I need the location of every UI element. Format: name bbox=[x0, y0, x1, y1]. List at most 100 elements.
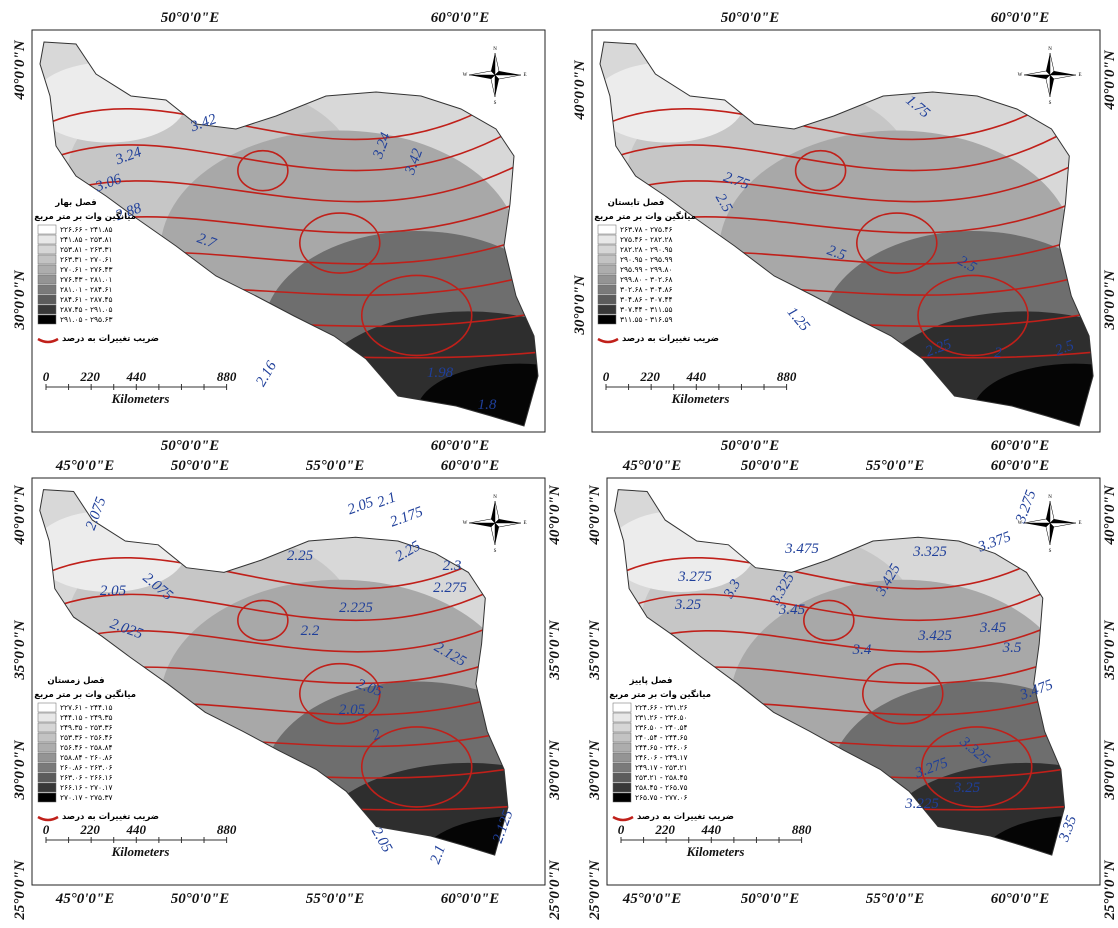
compass-star-light bbox=[1023, 500, 1077, 546]
legend-swatch bbox=[37, 732, 57, 743]
scale-unit: Kilometers bbox=[671, 391, 730, 406]
isoline-legend-label: ضریب تغییرات به درصد bbox=[62, 334, 159, 344]
legend-title: میانگین وات بر متر مربع bbox=[609, 689, 711, 700]
legend-label: ۲۹۰.۹۵ - ۲۹۵.۹۹ bbox=[620, 255, 673, 264]
graticule-label: 40°0'0"N bbox=[1102, 484, 1118, 545]
scale-tick-label: 440 bbox=[686, 369, 707, 384]
legend-label: ۲۶۳.۷۸ - ۲۷۵.۴۶ bbox=[620, 225, 673, 234]
contour-label: 2.3 bbox=[443, 558, 462, 574]
legend-swatch bbox=[597, 254, 617, 265]
graticule-label: 35°0'0"N bbox=[12, 619, 28, 680]
graticule-label: 45°0'0"E bbox=[55, 458, 115, 474]
contour-label: 3.425 bbox=[917, 628, 952, 644]
legend-label: ۲۶۵.۷۵ - ۲۷۷.۰۶ bbox=[635, 793, 688, 802]
graticule-label: 60°0'0"E bbox=[441, 891, 500, 907]
compass-letter: E bbox=[523, 73, 526, 78]
compass-letter: S bbox=[494, 549, 497, 554]
graticule-label: 40°0'0"N bbox=[572, 59, 588, 120]
isoline bbox=[600, 69, 1094, 141]
legend-label: ۲۴۴.۶۵ - ۲۴۶.۰۶ bbox=[635, 743, 688, 752]
contour-label: 3.475 bbox=[784, 541, 819, 557]
contour-label: 2.1 bbox=[428, 843, 449, 866]
legend-label: ۲۲۷.۶۱ - ۲۴۴.۱۵ bbox=[60, 703, 113, 712]
scale-tick-label: 220 bbox=[79, 822, 100, 837]
season-title: فصل تابستان bbox=[608, 198, 665, 208]
graticule-label: 55°0'0"E bbox=[866, 891, 925, 907]
graticule-label: 50°0'0"E bbox=[161, 438, 220, 454]
legend-swatch bbox=[37, 294, 57, 305]
season-title: فصل زمستان bbox=[47, 676, 104, 686]
legend-swatch bbox=[597, 234, 617, 245]
compass-letter: S bbox=[494, 101, 497, 106]
legend-swatch bbox=[612, 762, 632, 773]
graticule-label: 50°0'0"E bbox=[171, 891, 230, 907]
scale-tick-label: 440 bbox=[126, 822, 147, 837]
scale-tick-label: 0 bbox=[618, 822, 625, 837]
legend-label: ۲۴۶.۰۶ - ۲۴۹.۱۷ bbox=[635, 753, 688, 762]
legend-label: ۲۳۱.۲۶ - ۲۳۶.۵۰ bbox=[635, 713, 688, 722]
legend-label: ۲۷۰.۱۷ - ۲۷۵.۳۷ bbox=[60, 793, 113, 802]
graticule-label: 40°0'0"N bbox=[547, 484, 563, 545]
legend-swatch bbox=[597, 244, 617, 255]
country-outline bbox=[39, 489, 509, 856]
legend-label: ۳۱۱.۵۵ - ۳۱۶.۵۹ bbox=[620, 315, 673, 324]
compass-letter: N bbox=[493, 47, 497, 52]
legend-swatch bbox=[37, 254, 57, 265]
legend-swatch bbox=[612, 712, 632, 723]
isoline-legend-label: ضریب تغییرات به درصد bbox=[62, 812, 159, 822]
graticule-label: 45°0'0"E bbox=[622, 458, 682, 474]
legend-label: ۲۴۱.۸۵ - ۲۵۳.۸۱ bbox=[60, 235, 113, 244]
graticule-label: 25°0'0"N bbox=[12, 859, 28, 920]
isoline bbox=[298, 662, 381, 725]
compass-letter: S bbox=[1049, 101, 1052, 106]
isoline bbox=[40, 149, 538, 204]
legend-swatch bbox=[597, 294, 617, 305]
contour-label: 3.25 bbox=[674, 597, 702, 613]
scale-unit: Kilometers bbox=[111, 391, 170, 406]
compass: N E S W bbox=[463, 495, 527, 554]
raster-zone bbox=[973, 363, 1094, 426]
contour-label: 3.25 bbox=[953, 780, 981, 796]
contour-label: 2.225 bbox=[339, 600, 373, 616]
graticule-label: 55°0'0"E bbox=[866, 458, 925, 474]
graticule-label: 60°0'0"E bbox=[431, 438, 490, 454]
legend-swatch bbox=[612, 722, 632, 733]
graticule-label: 40°0'0"N bbox=[1102, 49, 1118, 110]
scale-tick-label: 440 bbox=[701, 822, 722, 837]
isoline-legend-symbol bbox=[612, 815, 634, 822]
graticule-label: 25°0'0"N bbox=[547, 859, 563, 920]
graticule-label: 30°0'0"N bbox=[1102, 739, 1118, 800]
legend-label: ۲۵۸.۸۴ - ۲۶۰.۸۶ bbox=[60, 753, 113, 762]
isoline bbox=[600, 149, 1094, 204]
legend-swatch bbox=[37, 792, 57, 803]
isoline bbox=[360, 274, 473, 357]
legend-swatch bbox=[37, 712, 57, 723]
graticule-label: 55°0'0"E bbox=[306, 458, 365, 474]
legend-label: ۲۴۴.۱۵ - ۲۴۹.۳۵ bbox=[60, 713, 113, 722]
legend-title: میانگین وات بر متر مربع bbox=[34, 689, 136, 700]
legend-swatch bbox=[37, 234, 57, 245]
legend-label: ۳۰۷.۴۴ - ۳۱۱.۵۵ bbox=[620, 305, 673, 314]
isoline-legend-symbol bbox=[37, 815, 59, 822]
graticule-label: 25°0'0"N bbox=[1102, 859, 1118, 920]
contour-label: 2.5 bbox=[1053, 337, 1077, 359]
isoline bbox=[920, 726, 1033, 808]
scale-tick-label: 0 bbox=[603, 369, 610, 384]
isoline bbox=[40, 109, 538, 172]
isoline bbox=[861, 662, 944, 725]
legend-label: ۳۰۲.۶۸ - ۳۰۴.۸۶ bbox=[620, 285, 673, 294]
legend-swatch bbox=[597, 224, 617, 235]
compass-letter: N bbox=[1048, 495, 1052, 500]
isoline bbox=[855, 212, 938, 274]
graticule-label: 30°0'0"N bbox=[587, 739, 603, 800]
legend-label: ۲۶۰.۸۶ - ۲۶۳.۰۶ bbox=[60, 763, 113, 772]
country-outline bbox=[614, 489, 1066, 856]
legend-label: ۲۸۱.۰۱ - ۲۸۴.۶۱ bbox=[60, 285, 113, 294]
contour-label: 3.4 bbox=[852, 642, 872, 658]
scale-unit: Kilometers bbox=[686, 844, 745, 859]
legend-swatch bbox=[37, 244, 57, 255]
legend-swatch bbox=[597, 284, 617, 295]
isoline-legend-label: ضریب تغییرات به درصد bbox=[622, 334, 719, 344]
